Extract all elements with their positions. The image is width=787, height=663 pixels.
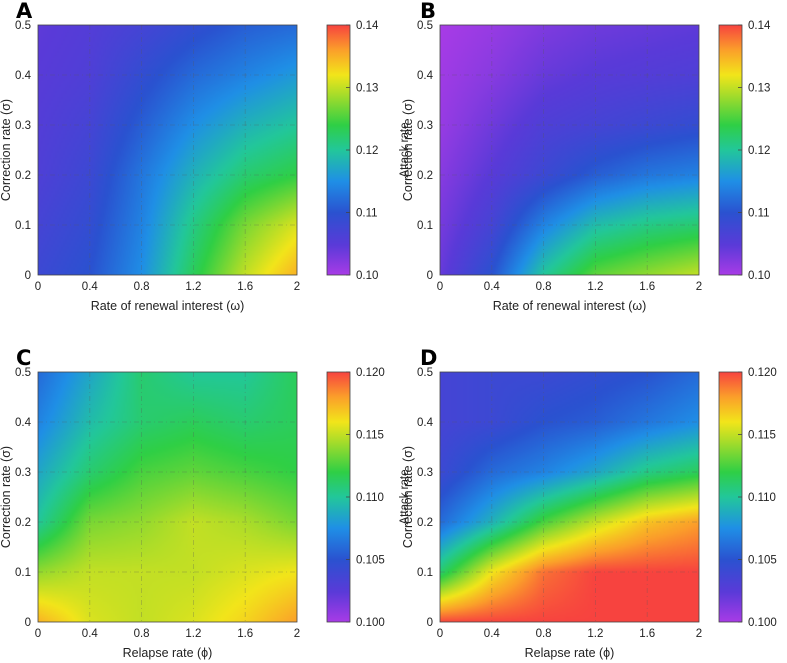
y-tick-label: 0.4 [417, 417, 434, 429]
y-tick-label: 0.1 [417, 220, 433, 232]
heatmap-surface [38, 25, 297, 275]
x-tick-label: 0.8 [536, 628, 552, 640]
y-tick-label: 0.4 [15, 417, 32, 429]
colorbar-tick-label: 0.120 [748, 367, 777, 379]
y-tick-label: 0.4 [15, 70, 32, 82]
colorbar-tick-label: 0.10 [748, 270, 770, 282]
x-tick-label: 0.4 [82, 281, 99, 293]
y-tick-label: 0 [25, 617, 31, 629]
x-tick-label: 0 [437, 281, 443, 293]
x-tick-label: 0.8 [536, 281, 552, 293]
y-axis-label: Correction rate (σ) [0, 446, 13, 548]
x-tick-label: 1.2 [587, 628, 603, 640]
x-tick-label: 2 [696, 628, 702, 640]
colorbar-tick-label: 0.115 [356, 430, 384, 442]
plot-frame [37, 24, 298, 276]
y-tick-label: 0 [427, 617, 433, 629]
y-axis-label: Correction rate (σ) [0, 99, 13, 201]
y-tick-label: 0.5 [15, 20, 31, 32]
y-tick-label: 0.1 [417, 567, 433, 579]
x-tick-label: 1.6 [237, 628, 253, 640]
x-tick-label: 2 [696, 281, 702, 293]
colorbar-tick-label: 0.14 [356, 20, 379, 32]
colorbar-tick-label: 0.12 [748, 145, 770, 157]
y-tick-label: 0.3 [417, 467, 433, 479]
colorbar-tick-label: 0.100 [356, 617, 385, 629]
x-tick-label: 0.4 [484, 628, 501, 640]
colorbar-tick-label: 0.105 [356, 555, 385, 567]
plot-frame [37, 371, 298, 623]
x-axis-label: Rate of renewal interest (ω) [493, 299, 647, 313]
y-tick-label: 0 [25, 270, 31, 282]
x-tick-label: 0 [35, 281, 41, 293]
x-tick-label: 1.2 [185, 628, 201, 640]
colorbar-tick-label: 0.11 [356, 208, 378, 220]
y-tick-label: 0.1 [15, 220, 31, 232]
x-tick-label: 1.2 [587, 281, 603, 293]
y-tick-label: 0.3 [417, 120, 433, 132]
y-tick-label: 0.2 [417, 170, 433, 182]
y-tick-label: 0.2 [15, 170, 31, 182]
heatmap-surface [440, 372, 699, 622]
x-tick-label: 0.8 [134, 628, 150, 640]
colorbar-tick-label: 0.120 [356, 367, 385, 379]
colorbar-tick-label: 0.110 [748, 492, 776, 504]
x-tick-label: 0 [437, 628, 443, 640]
y-tick-label: 0.2 [417, 517, 433, 529]
heatmap-surface [440, 25, 699, 275]
x-tick-label: 1.6 [237, 281, 253, 293]
y-axis-label: Correction rate (σ) [401, 446, 415, 548]
y-tick-label: 0.5 [15, 367, 31, 379]
y-tick-label: 0.5 [417, 20, 433, 32]
colorbar-tick-label: 0.105 [748, 555, 777, 567]
y-tick-label: 0.3 [15, 120, 31, 132]
x-tick-label: 2 [294, 281, 300, 293]
y-tick-label: 0.1 [15, 567, 31, 579]
y-tick-label: 0.4 [417, 70, 434, 82]
x-tick-label: 1.2 [185, 281, 201, 293]
y-axis-label: Correction rate (σ) [401, 99, 415, 201]
colorbar-tick-label: 0.11 [748, 208, 770, 220]
panel-letter: B [420, 0, 436, 23]
plot-frame [439, 371, 700, 623]
panel-c: C 0 0.4 0.8 1.2 1.6 2 0 0.1 0.2 0.3 0.4 0.5 Relapse r… [0, 346, 411, 660]
plot-frame [439, 24, 700, 276]
x-tick-label: 0.8 [134, 281, 150, 293]
panel-letter: A [16, 0, 33, 23]
colorbar-tick-label: 0.13 [356, 83, 378, 95]
panel-letter: C [16, 346, 31, 370]
heatmap-surface [38, 372, 297, 622]
colorbar-tick-label: 0.10 [356, 270, 378, 282]
colorbar-tick-label: 0.12 [356, 145, 378, 157]
colorbar-label: Attack rate [399, 470, 411, 525]
colorbar-tick-label: 0.14 [748, 20, 771, 32]
x-axis-label: Rate of renewal interest (ω) [91, 299, 245, 313]
y-tick-label: 0.2 [15, 517, 31, 529]
x-tick-label: 0 [35, 628, 41, 640]
x-tick-label: 1.6 [639, 281, 655, 293]
y-tick-label: 0 [427, 270, 433, 282]
colorbar-tick-label: 0.100 [748, 617, 777, 629]
x-tick-label: 2 [294, 628, 300, 640]
colorbar-tick-label: 0.110 [356, 492, 384, 504]
x-axis-label: Relapse rate (ϕ) [525, 646, 615, 660]
y-tick-label: 0.5 [417, 367, 433, 379]
colorbar-tick-label: 0.13 [748, 83, 770, 95]
y-tick-label: 0.3 [15, 467, 31, 479]
panel-d: D 0 0.4 0.8 1.2 1.6 2 0 0.1 0.2 0.3 0.4 0.5 Relapse r… [401, 346, 777, 660]
panel-b: B 0 0.4 0.8 1.2 1.6 2 0 0.1 0.2 0.3 0.4 0.5 Rate of r… [401, 0, 771, 313]
x-tick-label: 1.6 [639, 628, 655, 640]
colorbar-tick-label: 0.115 [748, 430, 776, 442]
x-tick-label: 0.4 [82, 628, 99, 640]
x-tick-label: 0.4 [484, 281, 501, 293]
panel-letter: D [420, 346, 437, 370]
panel-a: A 0 0.4 0.8 1.2 1.6 2 0 0.1 0.2 0.3 0.4 0.5 Rate of r… [0, 0, 411, 313]
colorbar-label: Attack rate [399, 123, 411, 178]
x-axis-label: Relapse rate (ϕ) [123, 646, 213, 660]
